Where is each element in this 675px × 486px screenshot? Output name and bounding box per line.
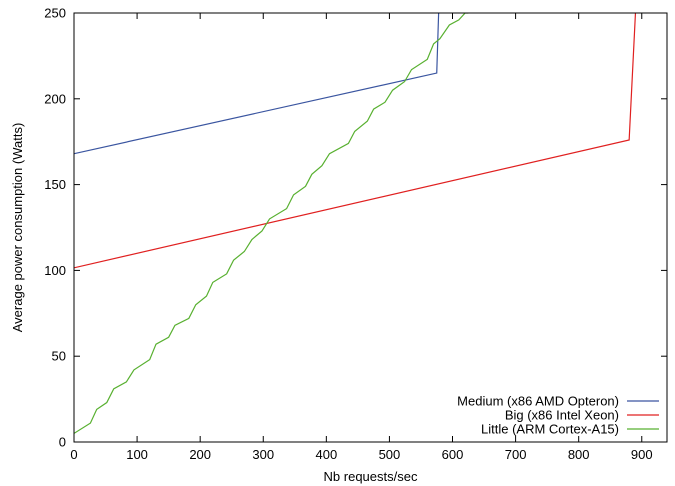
legend: Medium (x86 AMD Opteron)Big (x86 Intel X… <box>457 394 659 437</box>
y-tick-label-100: 100 <box>44 263 66 278</box>
x-tick-label-400: 400 <box>315 447 337 462</box>
ticks-layer: 0 100 200 300 400 500 600 700 800 900 0 50 100 150 200… <box>44 6 667 462</box>
series-line-0 <box>74 13 440 155</box>
x-tick-label-500: 500 <box>379 447 401 462</box>
x-tick-label-700: 700 <box>505 447 527 462</box>
x-axis-title: Nb requests/sec <box>324 469 418 484</box>
y-tick-label-250: 250 <box>44 6 66 21</box>
x-tick-label-200: 200 <box>189 447 211 462</box>
series-line-2 <box>74 13 469 434</box>
legend-label-2: Little (ARM Cortex-A15) <box>481 422 619 437</box>
x-tick-label-900: 900 <box>631 447 653 462</box>
y-tick-label-150: 150 <box>44 177 66 192</box>
x-tick-label-0: 0 <box>70 447 77 462</box>
series-layer <box>74 13 637 434</box>
x-tick-label-300: 300 <box>252 447 274 462</box>
y-axis-title: Average power consumption (Watts) <box>10 123 25 333</box>
series-line-1 <box>74 13 637 269</box>
x-tick-label-800: 800 <box>568 447 590 462</box>
y-tick-label-200: 200 <box>44 91 66 106</box>
y-tick-label-0: 0 <box>59 435 66 450</box>
x-tick-label-100: 100 <box>126 447 148 462</box>
plot-frame <box>73 12 668 443</box>
legend-label-0: Medium (x86 AMD Opteron) <box>457 394 619 409</box>
y-tick-label-50: 50 <box>52 349 66 364</box>
x-tick-label-600: 600 <box>442 447 464 462</box>
legend-label-1: Big (x86 Intel Xeon) <box>505 408 619 423</box>
